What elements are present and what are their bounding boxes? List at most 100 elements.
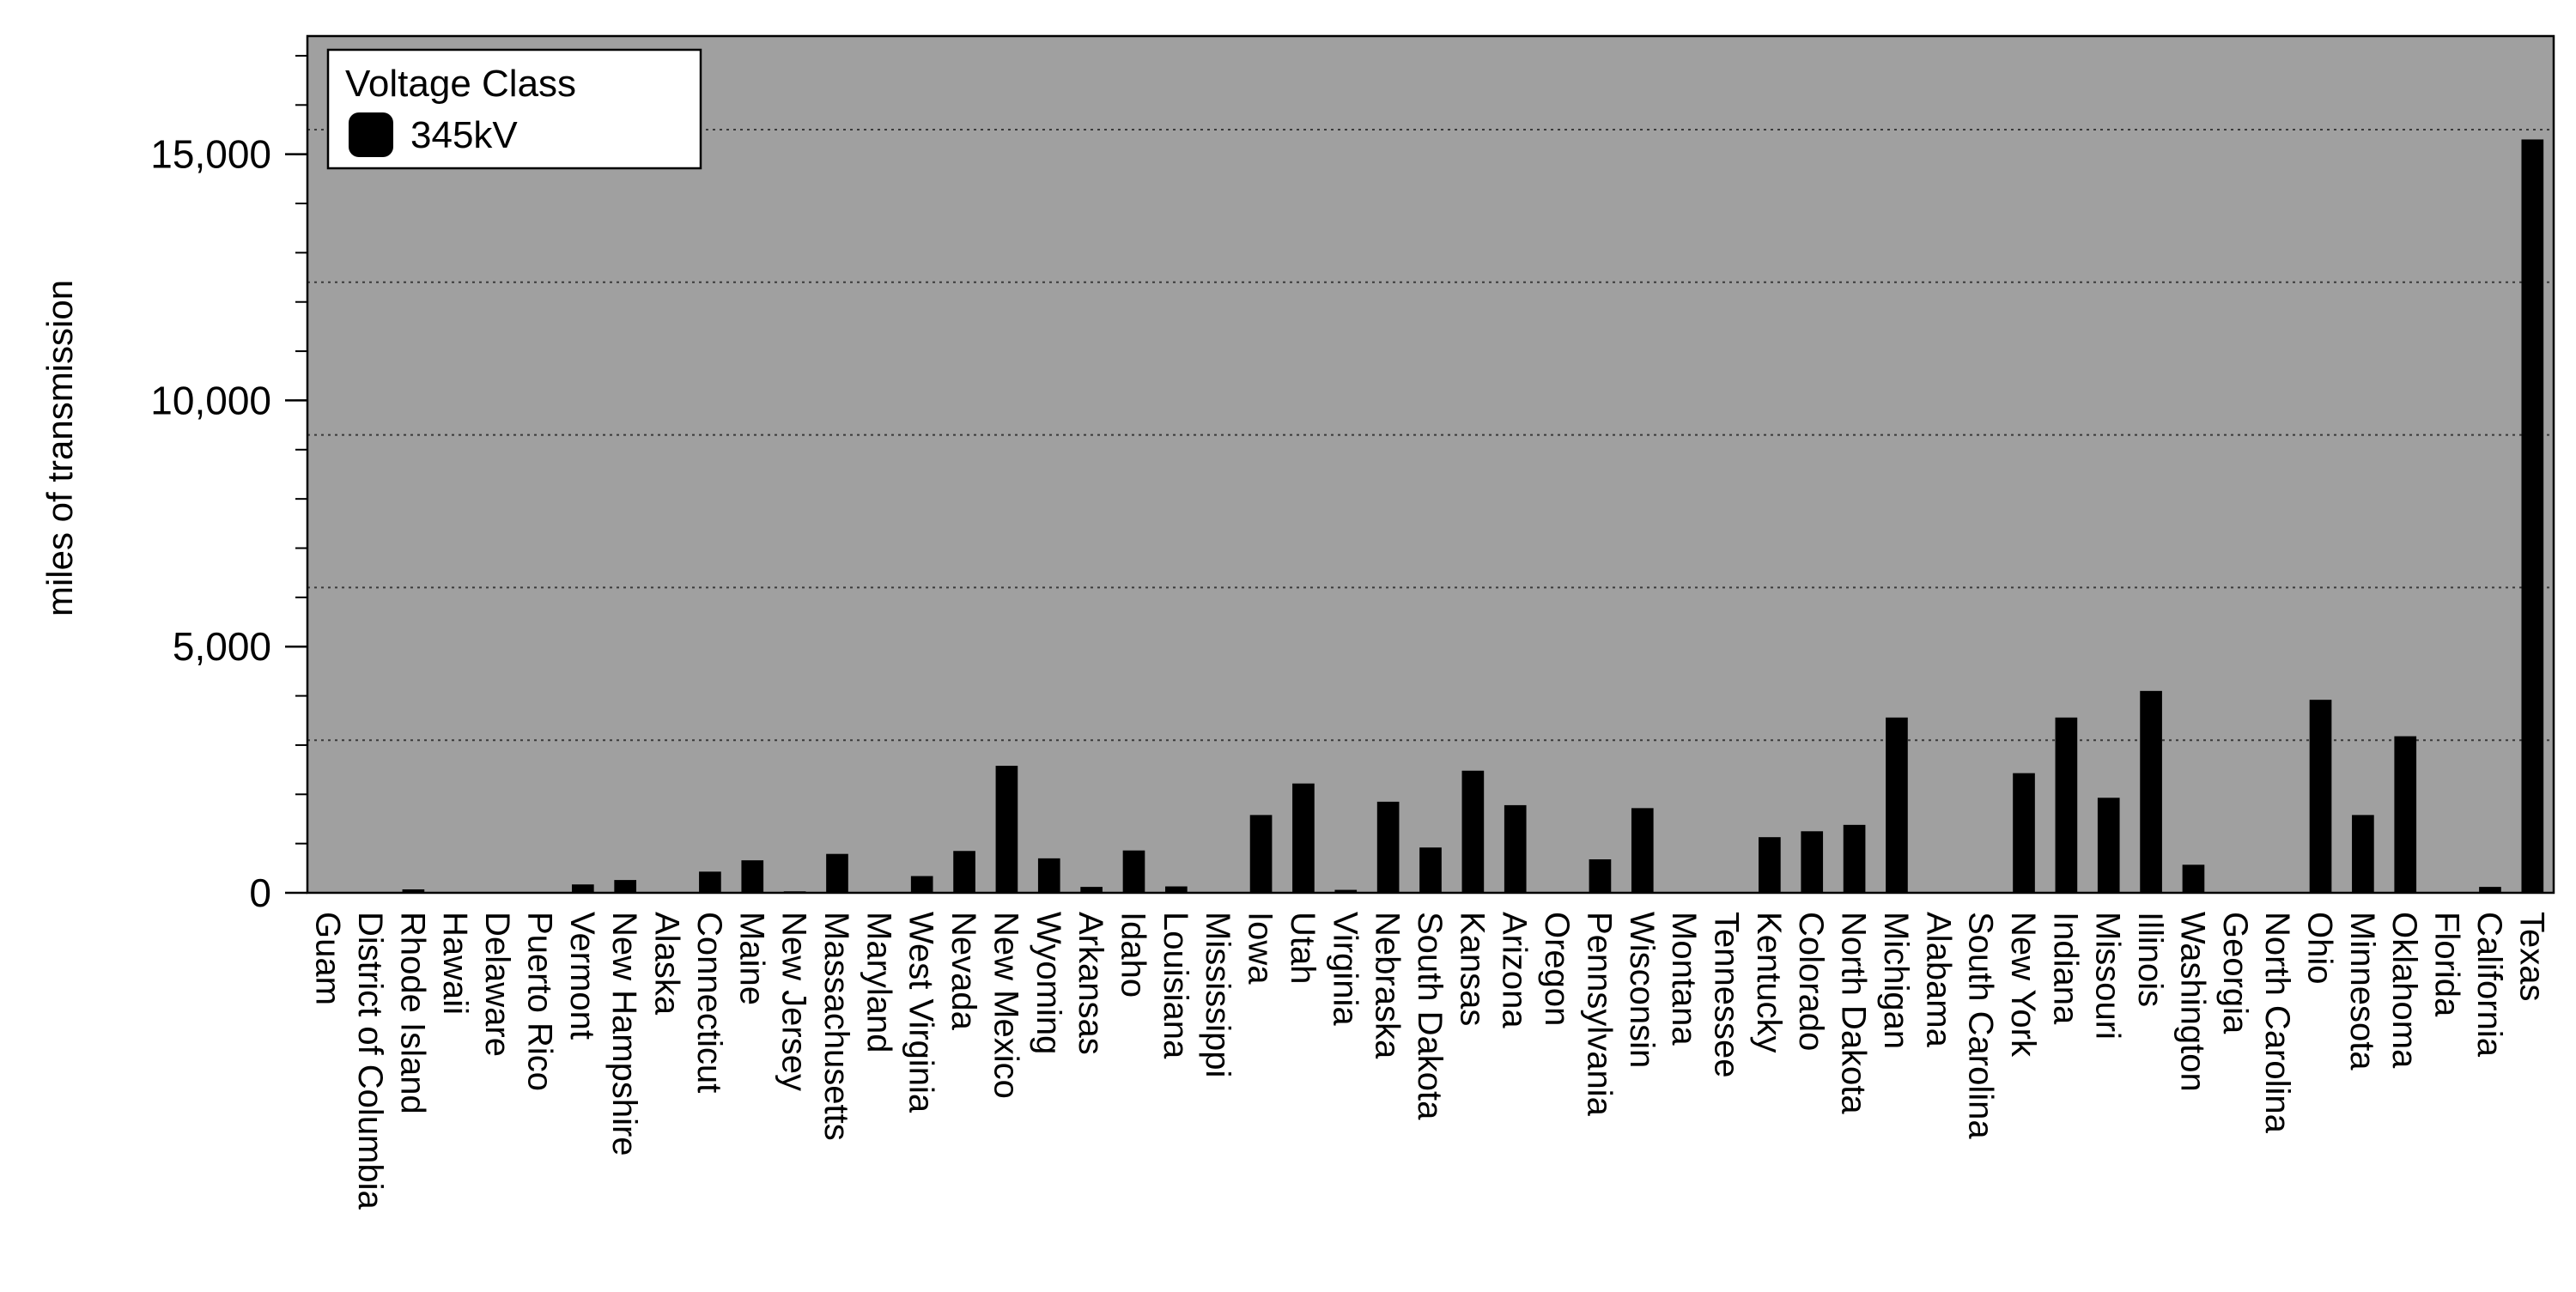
bar-nebraska	[1376, 801, 1400, 893]
x-tick-label: South Carolina	[1962, 912, 2000, 1139]
bar-rhode-island	[402, 889, 425, 893]
y-tick-label: 10,000	[150, 378, 271, 422]
bar-utah	[1292, 783, 1315, 893]
x-tick-label: Hawaii	[436, 912, 474, 1015]
legend-title: Voltage Class	[345, 63, 576, 105]
x-tick-label: Maine	[732, 912, 770, 1005]
bar-wyoming	[1037, 858, 1060, 893]
x-tick-label: Ohio	[2301, 912, 2339, 985]
plot-background	[307, 36, 2554, 893]
x-tick-label: Tennessee	[1708, 912, 1746, 1077]
bar-minnesota	[2352, 815, 2374, 893]
x-tick-label: North Carolina	[2258, 912, 2296, 1134]
bar-nevada	[953, 851, 975, 893]
x-tick-label: Florida	[2428, 912, 2466, 1017]
legend-swatch	[349, 112, 393, 157]
bar-illinois	[2140, 690, 2162, 893]
bar-new-hampshire	[614, 880, 637, 893]
x-tick-label: Alaska	[648, 912, 686, 1016]
x-tick-label: North Dakota	[1835, 912, 1873, 1114]
x-tick-label: New Hampshire	[605, 912, 643, 1156]
bar-connecticut	[699, 871, 721, 893]
bar-arizona	[1504, 804, 1527, 893]
x-tick-label: Texas	[2512, 912, 2550, 1002]
x-tick-label: Connecticut	[690, 912, 728, 1093]
legend-item-345kv: 345kV	[410, 114, 518, 156]
x-axis: Guam District of Columbia Rhode Island Hawa…	[309, 912, 2551, 1210]
x-tick-label: Montana	[1665, 912, 1703, 1046]
bar-indiana	[2055, 717, 2078, 893]
x-tick-label: Puerto Rico	[521, 912, 559, 1091]
x-tick-label: California	[2470, 912, 2508, 1058]
bar-virginia	[1334, 889, 1358, 893]
bar-north-dakota	[1843, 824, 1866, 893]
bar-kansas	[1461, 770, 1485, 893]
bar-louisiana	[1165, 886, 1188, 893]
x-tick-label: Iowa	[1242, 912, 1279, 985]
x-tick-label: Missouri	[2089, 912, 2127, 1040]
x-tick-label: Idaho	[1115, 912, 1152, 998]
bar-iowa	[1249, 815, 1273, 893]
x-tick-label: Nebraska	[1369, 912, 1406, 1059]
bar-idaho	[1122, 850, 1145, 893]
bar-new-york	[2013, 773, 2035, 893]
x-tick-label: South Dakota	[1411, 912, 1449, 1120]
x-tick-label: Rhode Island	[393, 912, 431, 1114]
x-tick-label: Arkansas	[1072, 912, 1109, 1055]
x-tick-label: Kansas	[1453, 912, 1491, 1026]
x-tick-label: Utah	[1284, 912, 1321, 985]
x-tick-label: Wyoming	[1030, 912, 1067, 1054]
bar-pennsylvania	[1589, 858, 1612, 893]
bar-washington	[2182, 864, 2205, 893]
x-tick-label: Maryland	[860, 912, 897, 1053]
bar-texas	[2521, 139, 2544, 894]
x-tick-label: Oklahoma	[2385, 912, 2423, 1069]
y-axis: 0 5,000 10,000 15,000	[150, 54, 307, 915]
bar-new-mexico	[995, 766, 1018, 893]
y-tick-label: 15,000	[150, 132, 271, 177]
bar-colorado	[1801, 831, 1824, 893]
x-tick-label: Colorado	[1792, 912, 1830, 1051]
bar-california	[2479, 887, 2501, 893]
bar-west-virginia	[910, 876, 933, 893]
bar-kentucky	[1759, 837, 1781, 893]
x-tick-label: District of Columbia	[351, 912, 389, 1210]
x-tick-label: Oregon	[1538, 912, 1576, 1026]
x-tick-label: Michigan	[1877, 912, 1915, 1049]
x-tick-label: West Virginia	[902, 912, 940, 1113]
bar-wisconsin	[1631, 808, 1654, 893]
y-tick-label: 0	[249, 870, 271, 915]
x-tick-label: Wisconsin	[1623, 912, 1661, 1068]
x-tick-label: Virginia	[1326, 912, 1364, 1026]
plot-frame	[306, 34, 2555, 895]
x-tick-label: Arizona	[1496, 912, 1534, 1028]
x-tick-label: Kentucky	[1750, 912, 1788, 1053]
bar-michigan	[1886, 717, 1908, 893]
bars	[402, 139, 2544, 894]
x-tick-label: Georgia	[2216, 912, 2254, 1034]
x-tick-label: Pennsylvania	[1580, 912, 1618, 1117]
x-tick-label: Mississippi	[1199, 912, 1236, 1077]
x-tick-label: Nevada	[945, 912, 982, 1031]
x-tick-label: Washington	[2174, 912, 2212, 1092]
y-tick-label: 5,000	[173, 624, 271, 669]
x-tick-label: Delaware	[478, 912, 516, 1057]
x-tick-label: Indiana	[2046, 912, 2084, 1025]
x-tick-label: New York	[2004, 912, 2042, 1058]
bar-ohio	[2309, 700, 2332, 893]
bar-oklahoma	[2394, 736, 2417, 893]
bar-massachusetts	[826, 853, 848, 893]
x-tick-label: Alabama	[1919, 912, 1957, 1048]
x-tick-label: Vermont	[563, 912, 601, 1040]
bar-missouri	[2097, 798, 2120, 893]
bar-south-dakota	[1419, 847, 1442, 893]
x-tick-label: Illinois	[2131, 912, 2169, 1007]
x-tick-label: New Mexico	[987, 912, 1024, 1099]
x-tick-label: Massachusetts	[817, 912, 855, 1141]
y-axis-title: miles of transmission	[39, 280, 80, 616]
bar-arkansas	[1080, 887, 1103, 893]
x-tick-label: Guam	[309, 912, 347, 1005]
x-tick-label: New Jersey	[775, 912, 813, 1091]
